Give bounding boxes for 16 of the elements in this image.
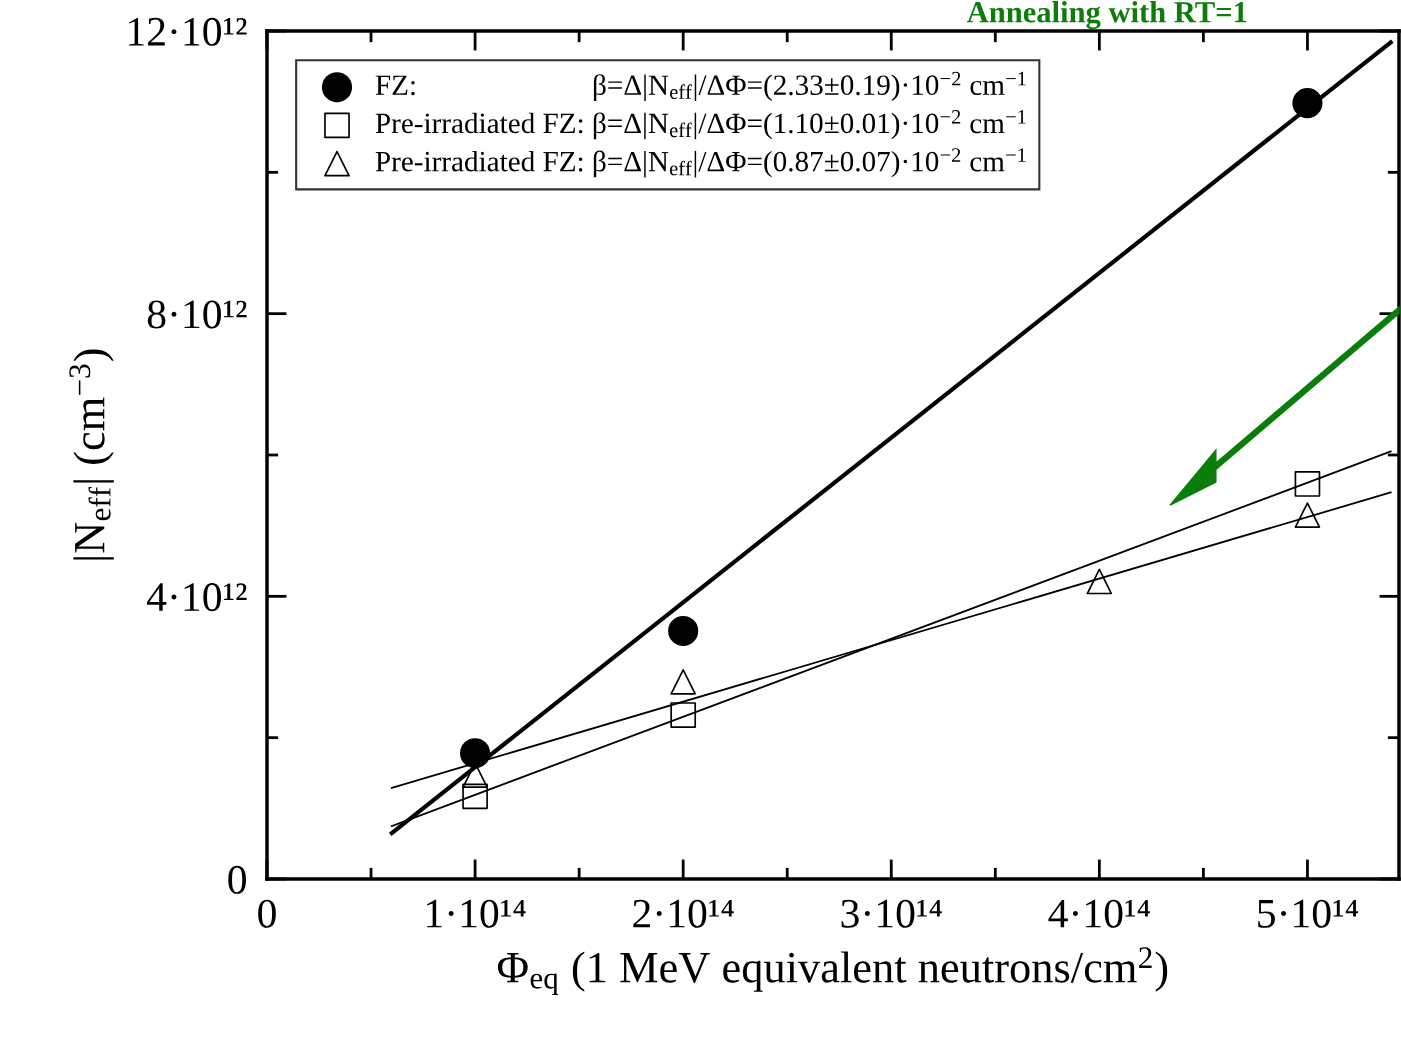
y-tick-label: 8·10¹²	[147, 300, 247, 329]
x-tick-label: 4·10¹⁴	[1048, 899, 1150, 928]
x-tick-label: 0	[258, 899, 276, 928]
x-tick-label: 5·10¹⁴	[1258, 899, 1358, 928]
y-axis-title: |N$_{eff}$| (cm$^{−3}$)	[69, 349, 114, 560]
y-tick-label: 4·10¹²	[147, 583, 247, 612]
legend-label: Pre-irradiated FZ: β=Δ|N$_{eff}$|/ΔΦ=(1.10±0.01)·10$^{−2}$ cm$^{−1}$	[375, 110, 1026, 140]
text: Annealing with RT=1	[966, 1, 1247, 29]
legend-label: Pre-irradiated FZ: β=Δ|N$_{eff}$|/ΔΦ=(0.87±0.07)·10$^{−2}$ cm$^{−1}$	[375, 148, 1026, 178]
y-tick-label: 12·10¹²	[129, 17, 247, 46]
legend-label: FZ: β=Δ|N$_{eff}$|/ΔΦ=(2.33±0.19)·10$^{−2}$ cm$^{−1}$	[375, 71, 1026, 102]
x-tick-label: 1·10¹⁴	[427, 899, 526, 928]
x-axis-title: Φ$_{eq}$ (1 MeV equivalent neutrons/cm$^{2}$)	[497, 947, 1168, 995]
y-tick-label: 0	[228, 865, 246, 894]
x-tick-label: 2·10¹⁴	[633, 899, 734, 928]
x-tick-label: 3·10¹⁴	[841, 899, 942, 928]
